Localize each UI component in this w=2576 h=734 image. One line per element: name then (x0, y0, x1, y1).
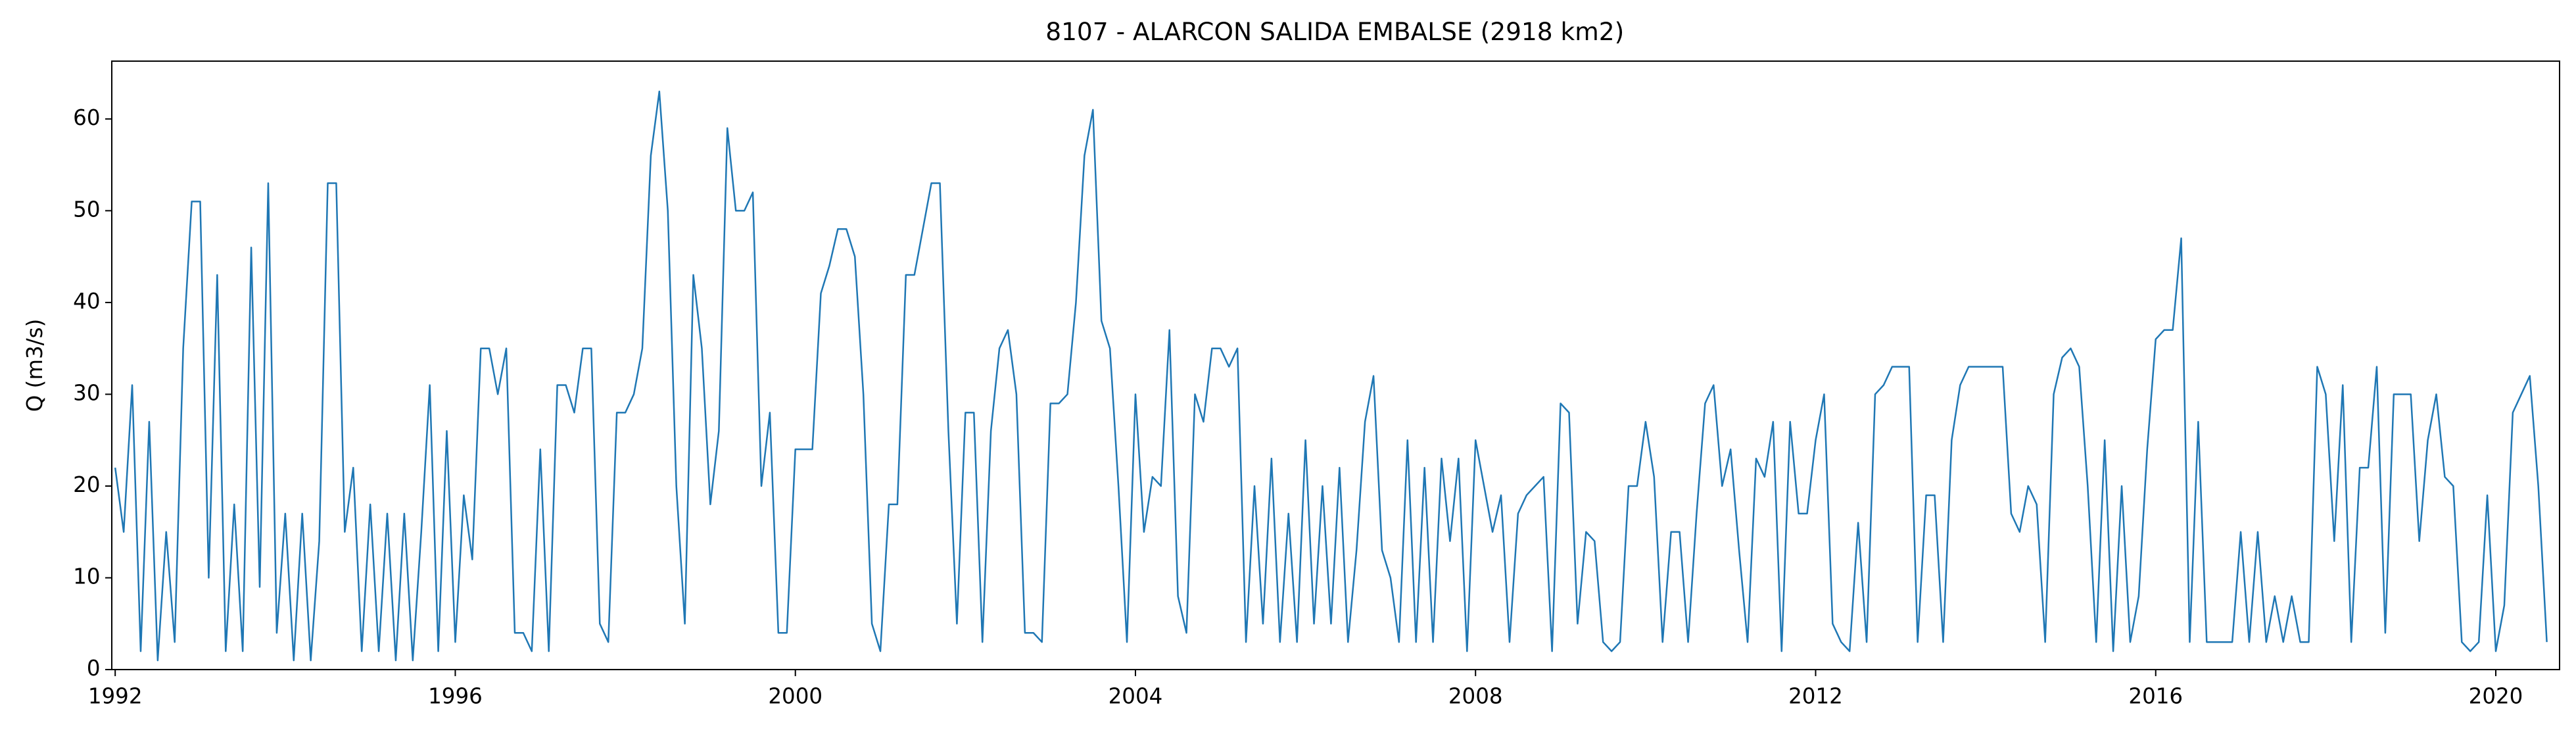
y-tick-label: 0 (87, 656, 101, 681)
y-axis-label: Q (m3/s) (22, 319, 47, 412)
y-tick-label: 30 (73, 380, 100, 405)
y-tick-label: 20 (73, 472, 100, 497)
y-tick-label: 10 (73, 564, 100, 589)
x-tick-label: 2016 (2128, 684, 2183, 709)
x-tick-label: 2020 (2469, 684, 2523, 709)
y-tick-label: 60 (73, 105, 100, 130)
x-tick-label: 2012 (1788, 684, 1843, 709)
data-line (114, 90, 2548, 662)
x-tick-label: 2004 (1109, 684, 1163, 709)
chart-title: 8107 - ALARCON SALIDA EMBALSE (2918 km2) (1045, 17, 1624, 46)
x-tick-label: 2008 (1448, 684, 1503, 709)
plot-frame (111, 60, 2560, 671)
x-tick-label: 1996 (428, 684, 483, 709)
y-tick-label: 40 (73, 289, 100, 314)
x-tick-label: 1992 (88, 684, 143, 709)
y-tick-label: 50 (73, 197, 100, 222)
x-tick-label: 2000 (768, 684, 823, 709)
